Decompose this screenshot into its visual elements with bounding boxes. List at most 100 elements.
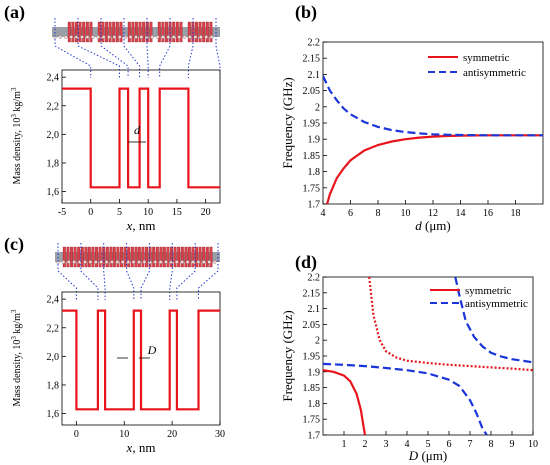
schematic-strip bbox=[142, 21, 146, 43]
schematic-cell bbox=[99, 260, 103, 264]
y-axis-title-c: Mass density, 103 kg/m3 bbox=[10, 309, 23, 406]
x-tick-label: 10 bbox=[528, 439, 538, 450]
series-line-antisymmetric bbox=[323, 362, 488, 435]
projection-line bbox=[54, 18, 92, 78]
schematic-strip bbox=[202, 21, 206, 43]
schematic-cell bbox=[88, 260, 93, 264]
schematic-strip bbox=[159, 246, 163, 268]
panel-label-c: (c) bbox=[4, 234, 24, 255]
schematic-strip bbox=[149, 21, 153, 43]
series-line-symmetric bbox=[326, 134, 543, 204]
schematic-strip bbox=[91, 246, 95, 268]
x-tick-label: 8 bbox=[376, 208, 381, 219]
projection-line bbox=[80, 243, 99, 300]
schematic-strip bbox=[152, 246, 156, 268]
y-tick-label: 2.1 bbox=[308, 70, 321, 81]
schematic-strip bbox=[120, 246, 123, 268]
schematic-strip bbox=[134, 246, 138, 268]
schematic-cell bbox=[207, 260, 211, 264]
schematic-strip bbox=[70, 246, 73, 268]
schematic-strip bbox=[67, 21, 71, 43]
schematic-strip bbox=[98, 246, 102, 268]
schematic-strip bbox=[205, 21, 209, 43]
x-tick-label: 16 bbox=[483, 208, 493, 219]
schematic-cell bbox=[142, 260, 147, 264]
schematic-cell bbox=[110, 260, 114, 264]
schematic-strip bbox=[209, 21, 213, 43]
schematic-strip bbox=[75, 21, 78, 43]
annotation-D: D bbox=[147, 343, 157, 357]
x-tick-label: 7 bbox=[468, 439, 473, 450]
schematic-cell bbox=[96, 35, 100, 39]
schematic-cell bbox=[69, 35, 73, 39]
y-tick-label: 2.05 bbox=[303, 320, 321, 331]
y-tick-label: 1.85 bbox=[303, 151, 321, 162]
schematic-strip bbox=[137, 246, 141, 268]
y-tick-label: 1.9 bbox=[308, 135, 321, 146]
y-tick-label: 1.95 bbox=[303, 352, 321, 363]
schematic-strip bbox=[195, 21, 198, 43]
projection-line bbox=[176, 243, 196, 300]
schematic-cell bbox=[191, 260, 195, 264]
projection-line bbox=[187, 18, 194, 78]
schematic-strip bbox=[170, 246, 173, 268]
panel-label-a: (a) bbox=[4, 2, 25, 23]
schematic-strip bbox=[173, 246, 177, 268]
schematic-cell bbox=[153, 260, 157, 264]
y-tick-label: 2,0 bbox=[47, 352, 60, 363]
y-tick-label: 1.8 bbox=[308, 167, 321, 178]
schematic-strip bbox=[95, 246, 98, 268]
y-tick-label: 1.8 bbox=[308, 399, 321, 410]
series-line-curve-0 bbox=[62, 309, 220, 411]
schematic-strip bbox=[177, 246, 181, 268]
plot-b: 4 6 8 10 12 14 16 18 1.7 1.75 1.8 1.85 1.9 1.95 2 2.05 2… bbox=[280, 38, 544, 233]
x-tick-label: 10 bbox=[401, 208, 411, 219]
schematic-strip bbox=[89, 21, 93, 43]
y-tick-label: 1,6 bbox=[47, 409, 60, 420]
x-tick-label: 10 bbox=[119, 429, 129, 440]
schematic-cell bbox=[177, 35, 181, 39]
legend-d: symmetric antisymmetric bbox=[430, 285, 528, 310]
structure-schematic-c bbox=[55, 252, 220, 262]
schematic-strip bbox=[198, 21, 202, 43]
series-line-curve-0 bbox=[62, 87, 220, 189]
projection-line bbox=[77, 18, 120, 78]
y-tick-label: 2.2 bbox=[308, 38, 321, 49]
schematic-cell bbox=[118, 35, 122, 39]
series-line-curve-3 bbox=[454, 277, 533, 364]
schematic-strip bbox=[148, 246, 152, 268]
y-tick-label: 1.9 bbox=[308, 367, 321, 378]
schematic-strip bbox=[112, 246, 116, 268]
schematic-strip bbox=[162, 246, 166, 268]
series-line-antisymmetric bbox=[323, 75, 543, 137]
panel-label-b: (b) bbox=[295, 2, 317, 23]
projection-line bbox=[159, 18, 171, 78]
schematic-cell bbox=[121, 260, 125, 264]
schematic-cell bbox=[161, 35, 165, 39]
schematic-strip bbox=[82, 21, 86, 43]
y-axis-title-a: Mass density, 103 kg/m3 bbox=[10, 87, 23, 184]
x-tick-label: 5 bbox=[117, 207, 122, 218]
y-axis-title-b: Frequency (GHz) bbox=[280, 77, 295, 168]
y-tick-label: 1.7 bbox=[308, 200, 321, 211]
schematic-strip bbox=[115, 21, 119, 43]
schematic-cell bbox=[204, 35, 208, 39]
x-tick-label: 15 bbox=[172, 207, 182, 218]
schematic-strip bbox=[187, 246, 191, 268]
schematic-cell bbox=[185, 260, 190, 264]
plot-frame bbox=[61, 291, 221, 426]
y-tick-label: 2.15 bbox=[303, 54, 321, 65]
projection-line bbox=[140, 243, 150, 300]
schematic-cell bbox=[199, 35, 203, 39]
y-tick-label: 2.05 bbox=[303, 86, 321, 97]
schematic-strip bbox=[127, 21, 131, 43]
y-tick-label: 2 bbox=[315, 102, 320, 113]
schematic-strip bbox=[85, 21, 89, 43]
schematic-strip bbox=[71, 21, 75, 43]
y-tick-label: 2.2 bbox=[308, 273, 321, 284]
schematic-cell bbox=[164, 260, 168, 264]
projection-line bbox=[126, 243, 135, 300]
schematic-cell bbox=[202, 260, 206, 264]
x-tick-label: 4 bbox=[405, 439, 410, 450]
schematic-cell bbox=[67, 260, 71, 264]
